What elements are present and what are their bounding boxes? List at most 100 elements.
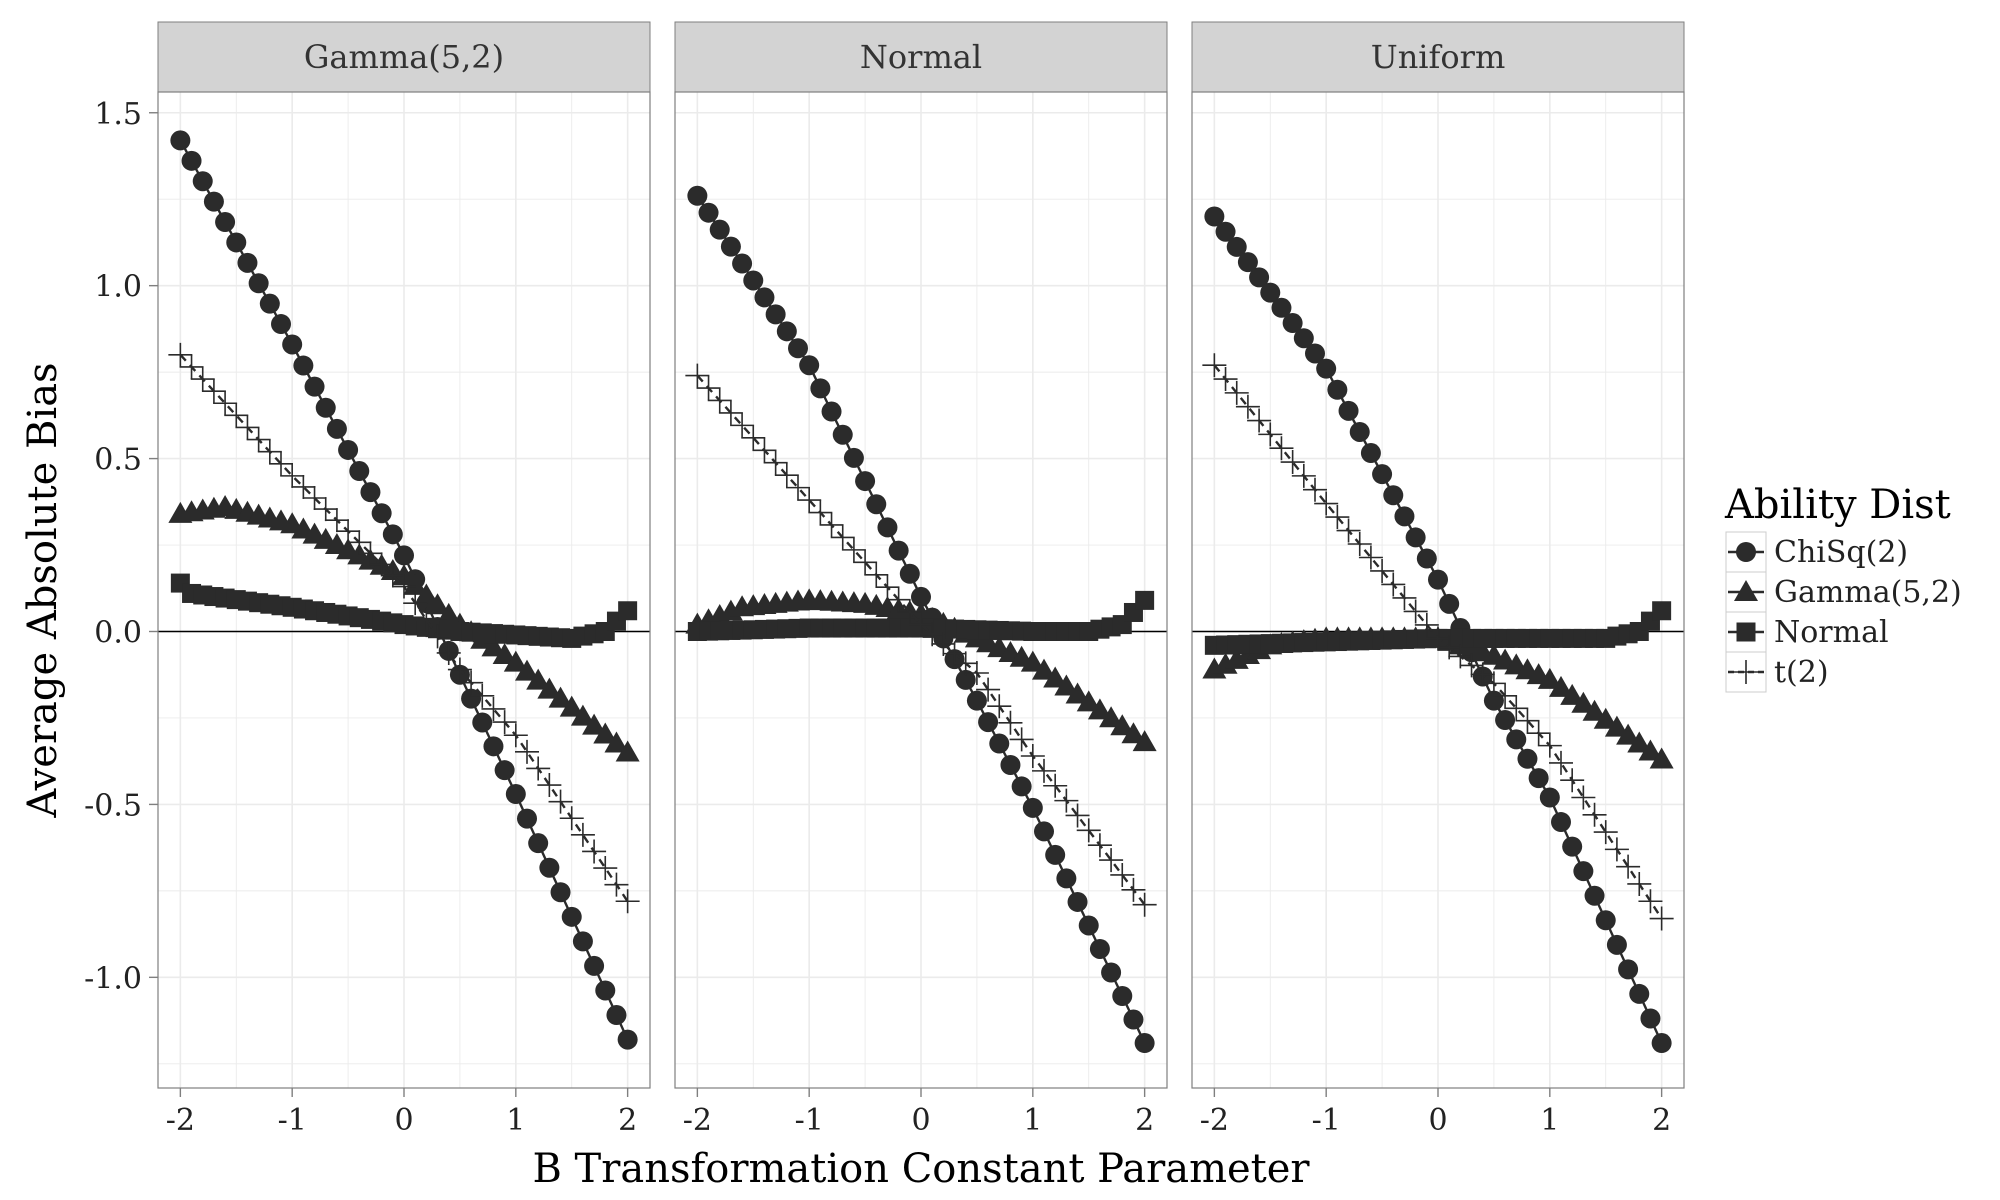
data-point xyxy=(1627,871,1652,896)
data-point xyxy=(1528,768,1549,789)
data-point xyxy=(237,252,258,273)
legend-entry-normal: Normal xyxy=(1725,611,1889,653)
x-tick-label: -1 xyxy=(795,1103,824,1138)
data-point xyxy=(1358,545,1383,570)
data-point xyxy=(1526,721,1551,746)
data-point xyxy=(743,270,764,291)
data-point xyxy=(752,438,777,463)
data-point xyxy=(909,612,933,637)
data-point xyxy=(1383,485,1404,506)
data-point xyxy=(732,253,753,274)
data-point xyxy=(201,379,226,404)
data-point xyxy=(1099,848,1124,873)
data-point xyxy=(1629,983,1650,1004)
data-point xyxy=(709,219,730,240)
legend-key-square-marker xyxy=(1736,622,1756,642)
data-point xyxy=(593,722,618,744)
data-point xyxy=(1293,328,1314,349)
data-point xyxy=(584,955,605,976)
data-point xyxy=(1054,674,1079,696)
data-point xyxy=(1571,691,1596,713)
data-point xyxy=(1426,626,1450,651)
data-point xyxy=(1470,662,1495,687)
data-point xyxy=(528,833,549,854)
data-point xyxy=(1649,747,1674,769)
data-point xyxy=(841,537,866,562)
panel-data xyxy=(685,185,1157,1054)
data-point xyxy=(1034,821,1054,842)
data-point xyxy=(1226,236,1247,257)
data-point xyxy=(1638,739,1663,761)
data-point xyxy=(1416,548,1437,569)
data-point xyxy=(1009,727,1034,752)
data-point xyxy=(1112,986,1133,1007)
data-point xyxy=(1235,394,1260,419)
data-point xyxy=(559,806,584,831)
data-point xyxy=(1338,400,1359,421)
data-point xyxy=(1428,569,1448,590)
data-point xyxy=(461,688,482,709)
data-point xyxy=(559,695,584,717)
legend-label: t(2) xyxy=(1774,655,1829,690)
data-point xyxy=(1054,788,1079,813)
data-point xyxy=(1065,682,1090,704)
data-point xyxy=(866,494,887,515)
data-point xyxy=(1303,477,1327,502)
data-point xyxy=(481,635,506,657)
data-point xyxy=(483,736,504,757)
data-point xyxy=(754,287,775,308)
data-point xyxy=(1056,868,1077,889)
data-point xyxy=(403,573,428,595)
data-point xyxy=(537,773,562,798)
data-point xyxy=(741,425,766,450)
data-point xyxy=(436,640,461,665)
data-point xyxy=(1551,812,1571,833)
data-point xyxy=(687,185,708,206)
panel-data xyxy=(1202,206,1674,1054)
data-point xyxy=(215,212,236,233)
series-normal xyxy=(170,573,638,648)
data-point xyxy=(821,401,842,422)
data-point xyxy=(1504,696,1529,721)
data-point xyxy=(1043,666,1068,688)
panels-layer: Gamma(5,2) Normal Uniform xyxy=(157,21,1685,1089)
data-point xyxy=(170,130,191,151)
data-point xyxy=(548,686,573,708)
panel-gamma-5-2-: Gamma(5,2) xyxy=(157,21,651,1089)
data-point xyxy=(1584,885,1605,906)
data-point xyxy=(1549,675,1573,697)
data-point xyxy=(1392,585,1417,610)
data-point xyxy=(338,439,359,460)
data-point xyxy=(1616,854,1641,879)
data-point xyxy=(966,690,987,711)
data-point xyxy=(886,587,911,612)
data-point xyxy=(1517,748,1538,769)
data-point xyxy=(503,723,528,748)
data-point xyxy=(1032,758,1056,783)
data-point xyxy=(1078,915,1099,936)
x-axis-title: B Transformation Constant Parameter xyxy=(532,1146,1310,1192)
data-point xyxy=(953,651,978,676)
data-point xyxy=(976,677,1001,702)
data-point xyxy=(326,418,347,439)
data-point xyxy=(1020,744,1045,768)
data-point xyxy=(1032,658,1056,680)
data-point xyxy=(436,602,461,624)
x-tick-label: 1 xyxy=(1023,1103,1042,1138)
legend-key-cross-marker xyxy=(1734,660,1758,684)
data-point xyxy=(899,563,920,584)
data-point xyxy=(324,508,349,533)
data-point xyxy=(1000,754,1021,775)
legend-entry-t-2-: t(2) xyxy=(1725,651,1829,693)
data-point xyxy=(1394,506,1415,527)
data-point xyxy=(989,733,1010,754)
data-point xyxy=(492,643,517,665)
data-point xyxy=(1582,699,1607,721)
data-point xyxy=(1560,768,1585,793)
data-point xyxy=(414,607,439,632)
data-point xyxy=(526,756,551,781)
data-point xyxy=(595,980,616,1001)
data-point xyxy=(978,712,999,733)
data-point xyxy=(1134,1033,1155,1054)
data-point xyxy=(349,461,370,482)
